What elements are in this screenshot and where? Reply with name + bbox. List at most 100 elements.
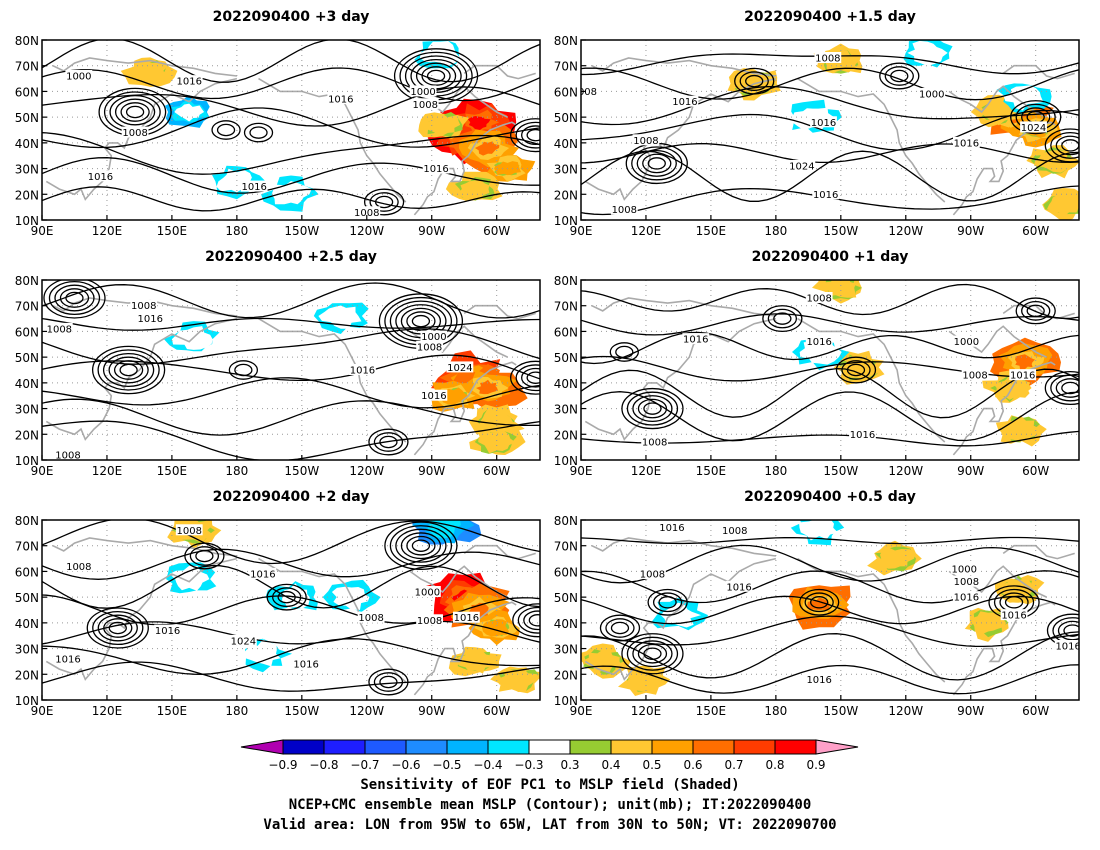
contour-label: 1016 <box>1000 609 1028 622</box>
panel-grid: 1000 1016 1008 1016 1016 1016 1000 1008 1016 1008… <box>15 9 1080 718</box>
isobar-ring <box>637 398 668 419</box>
isobar-ring <box>114 98 156 126</box>
x-tick-label: 150W <box>284 464 319 478</box>
coastline <box>258 557 407 683</box>
isobar-ring <box>626 636 679 671</box>
panel-plot-area: 1000 1016 1008 1016 1016 1016 1000 1008 1016 1008 <box>42 40 540 220</box>
pressure-center <box>799 588 840 616</box>
x-tick-label: 150W <box>823 704 858 718</box>
contour-label-bg <box>422 162 450 174</box>
contour-label: 1000 <box>953 335 980 348</box>
sensitivity-shade <box>915 299 966 335</box>
panel-plot-area: 1008 1016 1016 1000 1008 1016 1016 1008 <box>581 280 1079 460</box>
contour-label: 1016 <box>658 521 686 534</box>
contour-label-text: 1008 <box>55 450 80 461</box>
contour-label: 1000 <box>918 88 946 101</box>
isobar-ring <box>621 387 684 430</box>
isobar-contour <box>42 282 540 319</box>
isobar-contour <box>581 283 1079 320</box>
colorbar-tick-label: 0.6 <box>683 758 702 772</box>
y-tick-label: 40N <box>554 617 578 631</box>
y-tick-label: 60N <box>15 325 39 339</box>
contour-label: 1008 <box>416 614 443 627</box>
colorbar-tick-label: −0.3 <box>514 758 543 772</box>
contour-label-text: 1008 <box>815 54 840 65</box>
panel-frame <box>41 39 541 221</box>
pressure-center <box>835 356 877 384</box>
isobar-ring <box>406 311 436 331</box>
isobar-ring <box>363 188 405 216</box>
contour-label-text: 1016 <box>250 570 275 581</box>
y-tick-label: 40N <box>554 377 578 391</box>
panel-plot-area: 1008 1016 1008 1016 1000 1008 1016 1016 1016 1016 <box>581 520 1079 700</box>
contour-label-bg <box>409 85 437 97</box>
pressure-center <box>1015 297 1056 325</box>
isobar-ring <box>884 66 914 86</box>
contour-label-text: 1008 <box>962 371 987 382</box>
colorbar-box <box>528 739 571 755</box>
contour-label: 1000 <box>950 562 978 575</box>
isobar-contour <box>42 107 540 149</box>
contour-label-bg <box>416 614 443 626</box>
colorbar-box <box>364 739 407 755</box>
isobar-contour <box>42 86 540 127</box>
sensitivity-shade <box>331 586 370 610</box>
coastline <box>413 361 517 456</box>
contour-label-text: 1016 <box>1010 371 1035 382</box>
isobar-ring <box>636 149 677 177</box>
sensitivity-shade <box>1003 85 1044 111</box>
pressure-center <box>211 120 241 140</box>
contour-label-bg <box>961 369 989 381</box>
caption-line-3: Valid area: LON from 95W to 65W, LAT fro… <box>263 817 837 833</box>
coastline <box>463 544 536 560</box>
contour-label: 1016 <box>349 364 376 377</box>
contour-label: 1016 <box>54 652 82 665</box>
contour-label-text: 1008 <box>358 613 383 624</box>
contour-label: 1016 <box>327 93 355 106</box>
sensitivity-shade <box>999 415 1042 442</box>
contour-label-text: 008 <box>578 87 597 98</box>
coastline <box>52 537 237 557</box>
y-tick-label: 40N <box>15 137 39 151</box>
isobar-ring <box>277 590 296 604</box>
isobar-contour <box>581 86 1079 126</box>
contour-label-text: 1024 <box>231 636 256 647</box>
panel-frame <box>580 519 1080 701</box>
isobar-contour <box>42 661 540 692</box>
pressure-center <box>266 583 307 611</box>
sensitivity-region <box>1010 280 1063 312</box>
sensitivity-shade <box>625 665 664 692</box>
y-tick-label: 60N <box>15 565 39 579</box>
pressure-center <box>621 387 684 430</box>
contour-label: 1016 <box>812 188 840 201</box>
y-tick-label: 60N <box>554 85 578 99</box>
y-tick-label: 10N <box>15 694 39 708</box>
contour-label: 1016 <box>422 162 450 175</box>
isobar-ring <box>615 345 634 359</box>
isobar-contour <box>42 354 540 382</box>
sensitivity-shade <box>458 649 495 674</box>
contour-label-text: 1008 <box>722 526 747 537</box>
isobar-ring <box>97 614 138 642</box>
contour-label: 1008 <box>814 52 842 65</box>
contour-label-text: 1016 <box>350 366 375 377</box>
colorbar-tick-label: 0.3 <box>560 758 579 772</box>
contour-label-bg <box>805 673 833 685</box>
contour-label: 1008 <box>130 299 158 312</box>
coastline <box>584 317 777 441</box>
isobar-ring <box>374 195 394 209</box>
y-tick-label: 10N <box>554 214 578 228</box>
x-tick-label: 180 <box>764 464 787 478</box>
colorbar-box <box>446 739 489 755</box>
x-tick-label: 120W <box>349 464 384 478</box>
panel-plot-area: 1008 1008 1016 1000 1008 1008 1016 1016 1024 1016… <box>42 520 540 700</box>
panel-title: 2022090400 +3 day <box>213 9 370 25</box>
isobar-ring <box>102 352 155 388</box>
contour-label-bg <box>240 180 268 192</box>
contour-label-bg <box>849 428 876 440</box>
isobar-ring <box>599 614 641 642</box>
isobar-ring <box>211 120 241 140</box>
colorbar-tick-label: −0.5 <box>432 758 461 772</box>
x-tick-label: 180 <box>225 224 248 238</box>
contour-label: 1016 <box>953 591 980 604</box>
